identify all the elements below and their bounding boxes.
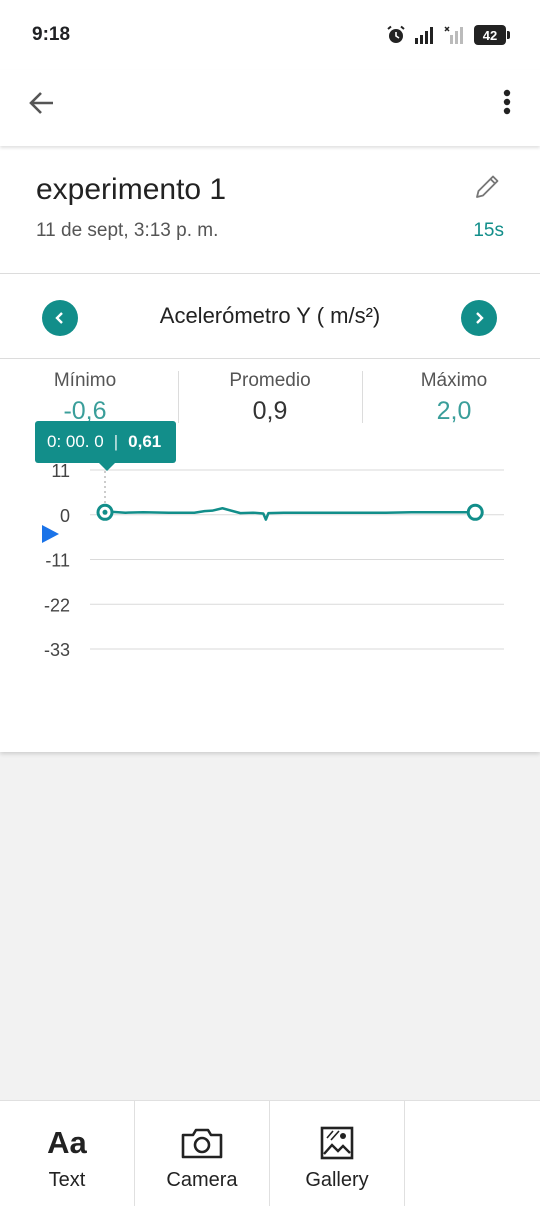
- divider: [0, 358, 540, 359]
- signal-icon: [415, 27, 433, 44]
- stat-min-value: -0,6: [63, 397, 107, 425]
- camera-icon: [181, 1128, 223, 1159]
- stat-minimum: Mínimo -0,6: [0, 359, 175, 426]
- experiment-date: 11 de sept, 3:13 p. m.: [36, 220, 219, 241]
- end-point-marker: [466, 503, 484, 521]
- stat-max-value: 2,0: [436, 397, 472, 425]
- toolbar: [0, 70, 540, 146]
- tooltip-separator: |: [113, 432, 119, 451]
- chevron-right-icon: [476, 312, 484, 324]
- sensor-chart[interactable]: 110-11-22-330: 000: 020: 040: 060: 080: …: [0, 446, 540, 746]
- experiment-duration: 15s: [473, 220, 504, 241]
- sensor-selector: Acelerómetro Y ( m/s²): [0, 274, 540, 358]
- stat-max-label: Máximo: [420, 370, 488, 391]
- play-icon: [42, 525, 59, 543]
- tooltip-time: 0: 00. 0: [47, 432, 104, 451]
- tooltip-value: 0,61: [128, 432, 162, 451]
- divider: [0, 273, 540, 274]
- stat-avg-value: 0,9: [252, 397, 288, 425]
- alarm-icon: [387, 25, 405, 43]
- status-bar: 9:18 42: [0, 0, 540, 70]
- status-icons: 42: [386, 24, 510, 46]
- stat-average: Promedio 0,9: [180, 359, 360, 426]
- pencil-icon: [476, 175, 499, 198]
- gallery-button[interactable]: Gallery: [270, 1101, 405, 1206]
- more-vert-icon: [503, 89, 511, 115]
- status-time: 9:18: [32, 24, 71, 45]
- y-tick-label: -11: [45, 551, 70, 571]
- previous-sensor-button[interactable]: [42, 300, 78, 336]
- value-tooltip: 0: 00. 0 | 0,61: [35, 421, 176, 471]
- bottom-action-bar: Aa Text Camera Gallery: [0, 1100, 540, 1206]
- edit-button[interactable]: [472, 172, 502, 202]
- battery-icon: 42: [474, 25, 510, 45]
- gallery-icon: [320, 1126, 354, 1160]
- y-tick-label: 11: [51, 461, 70, 481]
- text-icon: Aa: [47, 1123, 87, 1163]
- start-point-dot: [102, 509, 108, 515]
- more-options-button[interactable]: [492, 84, 522, 124]
- back-arrow-icon: [29, 92, 53, 114]
- series-line: [104, 506, 476, 521]
- signal-secondary-icon: [444, 26, 463, 44]
- next-sensor-button[interactable]: [461, 300, 497, 336]
- gallery-label: Gallery: [305, 1169, 369, 1191]
- stat-maximum: Máximo 2,0: [364, 359, 540, 426]
- stat-avg-label: Promedio: [229, 370, 311, 391]
- back-button[interactable]: [22, 84, 62, 124]
- stat-divider: [178, 371, 179, 423]
- y-tick-label: -22: [44, 595, 70, 615]
- experiment-card: experimento 1 11 de sept, 3:13 p. m. 15s…: [0, 146, 540, 752]
- text-icon-label: Aa: [47, 1125, 87, 1160]
- sensor-name: Acelerómetro Y ( m/s²): [159, 303, 381, 328]
- stat-min-label: Mínimo: [53, 370, 117, 391]
- play-button[interactable]: [40, 522, 62, 546]
- stats-row: Mínimo -0,6 Promedio 0,9 Máximo 2,0: [0, 359, 540, 429]
- camera-label: Camera: [166, 1169, 238, 1191]
- text-label: Text: [48, 1169, 86, 1191]
- camera-button[interactable]: Camera: [135, 1101, 270, 1206]
- chevron-left-icon: [55, 312, 63, 324]
- y-tick-label: -33: [44, 640, 70, 660]
- y-tick-label: 0: [60, 506, 70, 526]
- text-note-button[interactable]: Aa Text: [0, 1101, 135, 1206]
- stat-divider: [362, 371, 363, 423]
- experiment-title: experimento 1: [36, 173, 227, 206]
- empty-slot: [405, 1101, 540, 1206]
